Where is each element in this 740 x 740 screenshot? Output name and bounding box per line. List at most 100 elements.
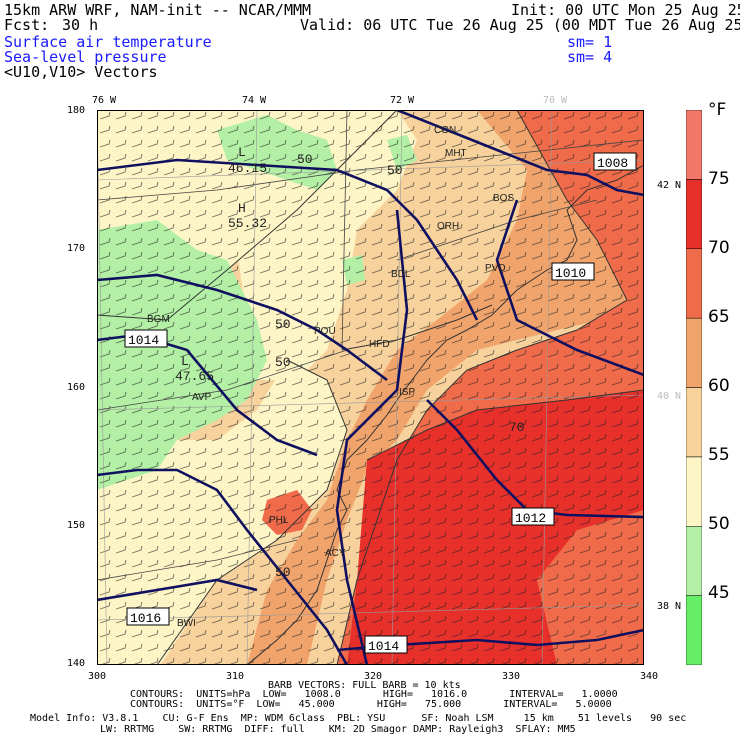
y-tick-label: 170 <box>67 243 86 254</box>
valid-time: Valid: 06 UTC Tue 26 Aug 25 (00 MDT Tue … <box>300 16 740 34</box>
station-label: HFD <box>369 339 390 350</box>
colorbar-bin-45-50 <box>686 526 702 596</box>
colorbar-label: 60 <box>708 376 730 396</box>
station-label: PHL <box>269 515 289 526</box>
x-tick-label: 330 <box>502 671 521 682</box>
colorbar-label: 45 <box>708 583 730 603</box>
station-label: ACY <box>325 548 346 559</box>
y-tick-label: 140 <box>67 658 86 669</box>
colorbar-bin-65-70 <box>686 248 702 319</box>
y-tick-label: 160 <box>67 382 86 393</box>
station-label: CON <box>434 125 456 136</box>
temp-contour-label: 70 <box>509 420 525 435</box>
x-tick-label: 320 <box>364 671 383 682</box>
field-name-pressure: Sea-level pressure <box>4 48 167 66</box>
colorbar-label: 70 <box>708 238 730 258</box>
station-label: ISP <box>399 387 415 398</box>
station-label: BGM <box>147 314 170 325</box>
isobar-label: 1008 <box>597 156 628 171</box>
station-label: AVP <box>192 392 212 403</box>
station-label: BWI <box>177 618 196 629</box>
low-marker: L <box>181 354 189 369</box>
temp-contour <box>366 389 644 461</box>
low-value: 46.15 <box>228 161 267 176</box>
contour-info-temperature: CONTOURS: UNITS=°F LOW= 45.000 HIGH= 75.… <box>130 699 612 710</box>
colorbar-label: 65 <box>708 307 730 327</box>
colorbar-label: 50 <box>708 514 730 534</box>
init-time: Init: 00 UTC Mon 25 Aug 25 <box>511 1 740 19</box>
isobar-label: 1016 <box>130 611 161 626</box>
isobar-label: 1014 <box>128 333 159 348</box>
colorbar-bin-60-65 <box>686 317 702 388</box>
y-tick-label: 150 <box>67 520 86 531</box>
lon-label: 70 W <box>543 95 568 106</box>
field-name-vectors: <U10,V10> Vectors <box>4 63 158 81</box>
y-tick-label: 180 <box>67 105 86 116</box>
colorbar-label: 55 <box>708 445 730 465</box>
temp-contour-label: 50 <box>275 317 291 332</box>
station-label: ORH <box>437 221 459 232</box>
forecast-hour: 30 h <box>62 16 99 34</box>
temp-contour <box>336 110 628 665</box>
temp-contour-label: 50 <box>297 152 313 167</box>
state-border <box>341 110 348 351</box>
station-label: BOS <box>493 193 514 204</box>
isobar-label: 1012 <box>515 511 546 526</box>
low-marker: L <box>238 145 246 160</box>
colorbar-bin-55-60 <box>686 387 702 458</box>
low-value: 47.65 <box>175 369 214 384</box>
isobar <box>335 209 409 665</box>
model-info-physics: LW: RRTMG SW: RRTMG DIFF: full KM: 2D Sm… <box>100 724 576 735</box>
model-info: Model Info: V3.8.1 CU: G-F Ens MP: WDM 6… <box>30 713 687 724</box>
colorbar <box>686 110 702 665</box>
high-value: 55.32 <box>228 216 267 231</box>
colorbar-label: 75 <box>708 169 730 189</box>
state-border <box>396 199 598 261</box>
field-name-temperature: Surface air temperature <box>4 33 212 51</box>
lat-grid-line <box>97 604 644 621</box>
colorbar-bin->75 <box>686 110 702 180</box>
x-tick-label: 310 <box>226 671 245 682</box>
state-border <box>97 349 348 411</box>
temperature-map: 1008 1010 1014 1012 1014 1016 50 50 50 5… <box>97 110 644 665</box>
colorbar-bin-<45 <box>686 595 702 665</box>
isobar <box>97 158 479 321</box>
wind-barb-field <box>97 110 644 665</box>
temp-contour-label: 50 <box>275 355 291 370</box>
field-sm-pressure: sm= 4 <box>567 48 613 66</box>
coastline <box>246 164 644 665</box>
isobar <box>97 468 349 665</box>
lat-grid-line <box>97 159 644 181</box>
lat-label: 38 N <box>657 601 682 612</box>
temp-contour-label: 50 <box>387 163 403 178</box>
x-tick-label: 300 <box>88 671 107 682</box>
lon-grid-line <box>541 110 553 665</box>
high-marker: H <box>238 201 246 216</box>
state-border <box>97 139 644 201</box>
lon-label: 72 W <box>390 95 415 106</box>
lon-label: 74 W <box>242 95 267 106</box>
station-label: PVD <box>485 263 506 274</box>
isobar <box>396 110 644 197</box>
lat-label: 40 N <box>657 391 682 402</box>
isobar-label: 1010 <box>555 266 586 281</box>
x-tick-label: 340 <box>640 671 659 682</box>
isobar <box>495 199 644 377</box>
station-label: MHT <box>445 148 467 159</box>
temp-contour-label: 50 <box>275 565 291 580</box>
barb-legend: BARB VECTORS: FULL BARB = 10 kts <box>268 680 461 691</box>
field-sm-temperature: sm= 1 <box>567 33 613 51</box>
lat-label: 42 N <box>657 180 682 191</box>
isobar <box>426 399 644 519</box>
state-border <box>97 539 298 581</box>
map-frame <box>97 110 644 665</box>
colorbar-unit: °F <box>708 100 727 120</box>
isobar <box>97 578 258 602</box>
contour-info-pressure: CONTOURS: UNITS=hPa LOW= 1008.0 HIGH= 10… <box>130 689 618 700</box>
isobar <box>97 273 388 382</box>
lon-grid-line <box>97 110 108 665</box>
forecast-label: Fcst: <box>4 16 50 34</box>
colorbar-bin-70-75 <box>686 179 702 249</box>
lon-label: 76 W <box>92 95 117 106</box>
isobar-label: 1014 <box>368 639 399 654</box>
